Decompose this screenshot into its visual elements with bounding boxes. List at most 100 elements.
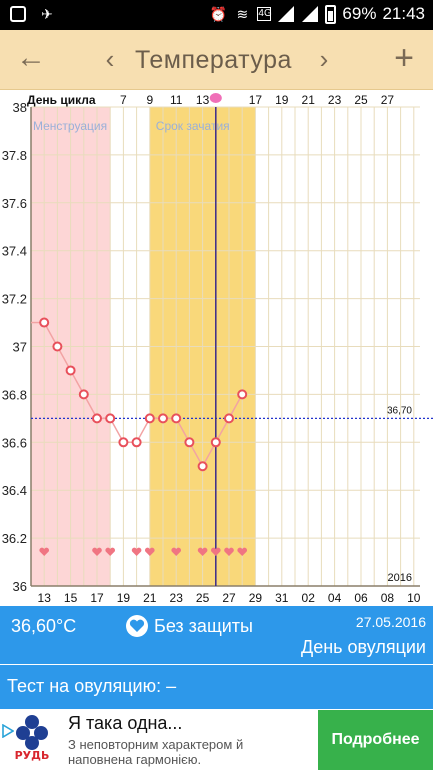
protection-status: Без защиты xyxy=(154,616,253,636)
ad-description: З неповторним характером й наповнена гар… xyxy=(68,737,244,767)
bottom-tick-label: 25 xyxy=(196,591,210,605)
temperature-chart-svg[interactable]: Менструация Срок зачатия 38 37.8 37.6 37.4 37.… xyxy=(0,90,433,606)
bottom-tick-label: 06 xyxy=(354,591,368,605)
y-tick-label: 38 xyxy=(13,100,27,115)
status-right: ⏰ ≋ 4G 69% 21:43 xyxy=(209,4,425,24)
year-label: 2016 xyxy=(388,572,412,584)
signal-icon xyxy=(278,6,295,22)
ad-banner[interactable]: РУДЬ Я така одна... З неповторним характ… xyxy=(0,710,433,770)
bottom-tick-label: 08 xyxy=(381,591,395,605)
coverline-label: 36,70 xyxy=(387,405,412,416)
adchoices-icon[interactable] xyxy=(2,724,14,738)
temperature-point[interactable] xyxy=(237,389,248,400)
previous-chart-icon[interactable]: ‹ xyxy=(105,44,115,74)
clock: 21:43 xyxy=(382,4,425,23)
y-tick-label: 37.6 xyxy=(2,196,27,211)
temperature-point[interactable] xyxy=(144,413,155,424)
heart-icon xyxy=(126,615,148,637)
menstruation-label: Менструация xyxy=(33,119,107,133)
add-icon[interactable]: + xyxy=(394,39,414,77)
ad-cta-button[interactable]: Подробнее xyxy=(318,710,433,770)
ovulation-test-label: Тест на овуляцию: – xyxy=(7,676,177,696)
temperature-point[interactable] xyxy=(65,365,76,376)
temperature-point[interactable] xyxy=(184,437,195,448)
wifi-icon: ≋ xyxy=(236,6,249,22)
battery-icon xyxy=(325,4,337,24)
heart-icon xyxy=(144,547,155,556)
selected-temperature: 36,60°C xyxy=(11,616,77,636)
bottom-tick-label: 15 xyxy=(64,591,78,605)
bottom-tick-label: 21 xyxy=(143,591,157,605)
page-title: Температура xyxy=(135,46,292,74)
heart-icon xyxy=(210,547,221,556)
y-tick-label: 36.2 xyxy=(2,531,27,546)
alarm-icon: ⏰ xyxy=(209,6,228,22)
bottom-tick-label: 10 xyxy=(407,591,421,605)
heart-icon xyxy=(131,547,142,556)
temperature-point[interactable] xyxy=(171,413,182,424)
ad-brand-name: РУДЬ xyxy=(14,749,50,762)
temperature-point[interactable] xyxy=(224,413,234,424)
instagram-icon xyxy=(10,6,26,22)
bottom-tick-label: 17 xyxy=(90,591,104,605)
cursor-icon: ✈ xyxy=(41,6,53,22)
heart-icon xyxy=(224,547,234,556)
y-tick-label: 36.6 xyxy=(2,435,27,450)
temperature-point[interactable] xyxy=(39,317,50,328)
bottom-tick-label: 19 xyxy=(117,591,131,605)
temperature-point[interactable] xyxy=(197,461,208,472)
next-chart-icon[interactable]: › xyxy=(319,44,329,74)
y-tick-label: 36.8 xyxy=(2,387,27,402)
toolbar: ← ‹ Температура › + xyxy=(0,30,433,90)
top-tick-label: 17 xyxy=(249,93,263,107)
top-tick-label: 11 xyxy=(170,93,183,107)
top-tick-label: 21 xyxy=(302,93,316,107)
y-tick-label: 36 xyxy=(13,579,27,594)
y-tick-label: 37.4 xyxy=(2,244,27,259)
temperature-point[interactable] xyxy=(92,413,102,424)
top-tick-label: 13 xyxy=(196,93,210,107)
bottom-tick-label: 27 xyxy=(222,591,236,605)
y-tick-label: 37.8 xyxy=(2,148,27,163)
temperature-point[interactable] xyxy=(118,437,129,448)
temperature-point[interactable] xyxy=(105,413,116,424)
status-left-icons: ✈ xyxy=(10,5,56,23)
temperature-point[interactable] xyxy=(210,437,221,448)
temperature-point[interactable] xyxy=(158,413,168,424)
top-tick-label: 23 xyxy=(328,93,342,107)
temperature-point[interactable] xyxy=(78,389,89,400)
x-axis-label: День цикла xyxy=(27,93,96,107)
day-info-bar[interactable]: 36,60°C Без защиты 27.05.2016 День овуля… xyxy=(0,606,433,664)
heart-icon xyxy=(237,547,248,556)
heart-icon xyxy=(92,547,102,556)
heart-icon xyxy=(39,547,50,556)
bottom-tick-label: 04 xyxy=(328,591,342,605)
ad-title[interactable]: Я така одна... xyxy=(68,713,183,733)
fertile-window-label: Срок зачатия xyxy=(156,119,230,133)
4g-icon: 4G xyxy=(257,7,272,21)
temperature-series-line xyxy=(43,322,243,468)
ad-brand-logo[interactable]: РУДЬ xyxy=(8,713,56,767)
heart-icon xyxy=(197,547,208,556)
y-tick-label: 36.4 xyxy=(2,483,27,498)
bottom-tick-label: 02 xyxy=(302,591,316,605)
bottom-tick-label: 23 xyxy=(170,591,184,605)
ovulation-marker-icon xyxy=(209,93,222,103)
ovulation-test-bar[interactable]: Тест на овуляцию: – xyxy=(0,665,433,709)
temperature-point[interactable] xyxy=(131,437,142,448)
heart-icon xyxy=(171,547,182,556)
temperature-chart[interactable]: Менструация Срок зачатия 38 37.8 37.6 37.4 37.… xyxy=(0,90,433,606)
battery-percent: 69% xyxy=(342,4,377,23)
cycle-day-status: День овуляции xyxy=(301,637,426,657)
bottom-tick-label: 31 xyxy=(275,591,289,605)
top-tick-label: 25 xyxy=(354,93,368,107)
top-tick-label: 9 xyxy=(146,93,153,107)
top-tick-label: 7 xyxy=(120,93,127,107)
heart-icon xyxy=(105,547,116,556)
y-tick-label: 37.2 xyxy=(2,292,27,307)
bottom-tick-label: 13 xyxy=(38,591,52,605)
signal-icon xyxy=(302,6,319,22)
back-arrow-icon[interactable]: ← xyxy=(16,41,46,74)
temperature-point[interactable] xyxy=(52,341,63,352)
bottom-tick-label: 29 xyxy=(249,591,263,605)
